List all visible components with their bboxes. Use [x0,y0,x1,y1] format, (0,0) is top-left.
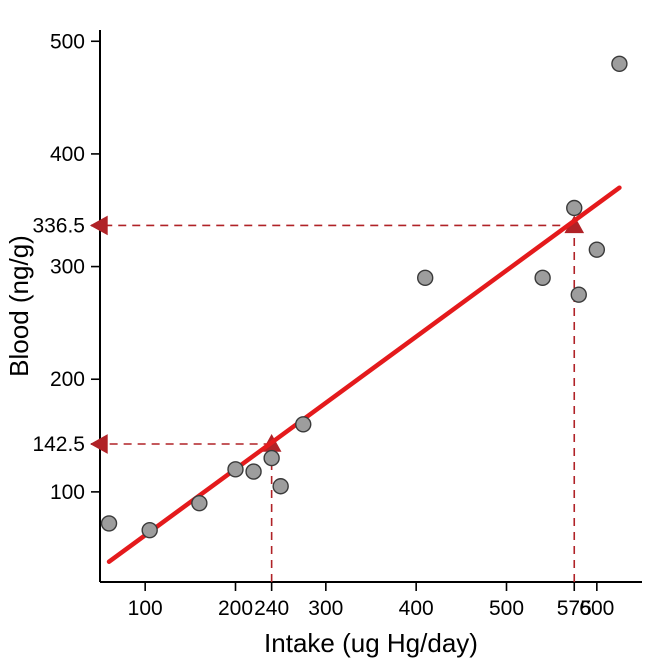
x-tick-label-extra: 575 [557,597,592,620]
data-point [273,479,288,494]
y-axis-label: Blood (ng/g) [4,235,34,377]
data-point [102,516,117,531]
y-tick-label-extra: 336.5 [32,214,85,237]
data-point [589,242,604,257]
y-tick-label: 300 [50,256,85,279]
y-tick-label: 100 [50,481,85,504]
data-point [246,464,261,479]
y-tick-label: 400 [50,143,85,166]
data-point [567,200,582,215]
x-tick-label: 200 [218,597,253,620]
x-tick-label: 300 [308,597,343,620]
data-point [571,287,586,302]
data-point [418,270,433,285]
data-point [192,496,207,511]
data-point [264,451,279,466]
data-point [142,523,157,538]
x-tick-label: 500 [489,597,524,620]
data-point [228,462,243,477]
data-point [535,270,550,285]
data-point [612,56,627,71]
x-tick-label: 400 [399,597,434,620]
y-tick-label: 500 [50,30,85,53]
x-tick-label: 100 [128,597,163,620]
data-point [296,417,311,432]
x-tick-label-extra: 240 [254,597,289,620]
x-axis-label: Intake (ug Hg/day) [264,628,478,658]
y-tick-label-extra: 142.5 [32,433,85,456]
scatter-chart: 1002003004005006002405751002003004005001… [0,0,672,672]
y-tick-label: 200 [50,368,85,391]
